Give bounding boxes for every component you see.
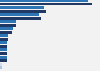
Bar <box>0 6 44 9</box>
Bar <box>0 17 41 20</box>
Bar <box>0 66 2 69</box>
Bar <box>0 13 39 16</box>
Bar <box>0 63 2 66</box>
Bar <box>0 52 7 55</box>
Bar <box>0 56 6 59</box>
Bar <box>0 48 7 51</box>
Bar <box>0 38 8 41</box>
Bar <box>0 27 13 30</box>
Bar <box>0 45 7 48</box>
Bar <box>0 3 92 5</box>
Bar <box>0 59 7 62</box>
Bar <box>0 20 16 23</box>
Bar <box>0 0 88 2</box>
Bar <box>0 31 12 34</box>
Bar <box>0 34 8 37</box>
Bar <box>0 10 46 13</box>
Bar <box>0 41 6 44</box>
Bar <box>0 24 16 27</box>
